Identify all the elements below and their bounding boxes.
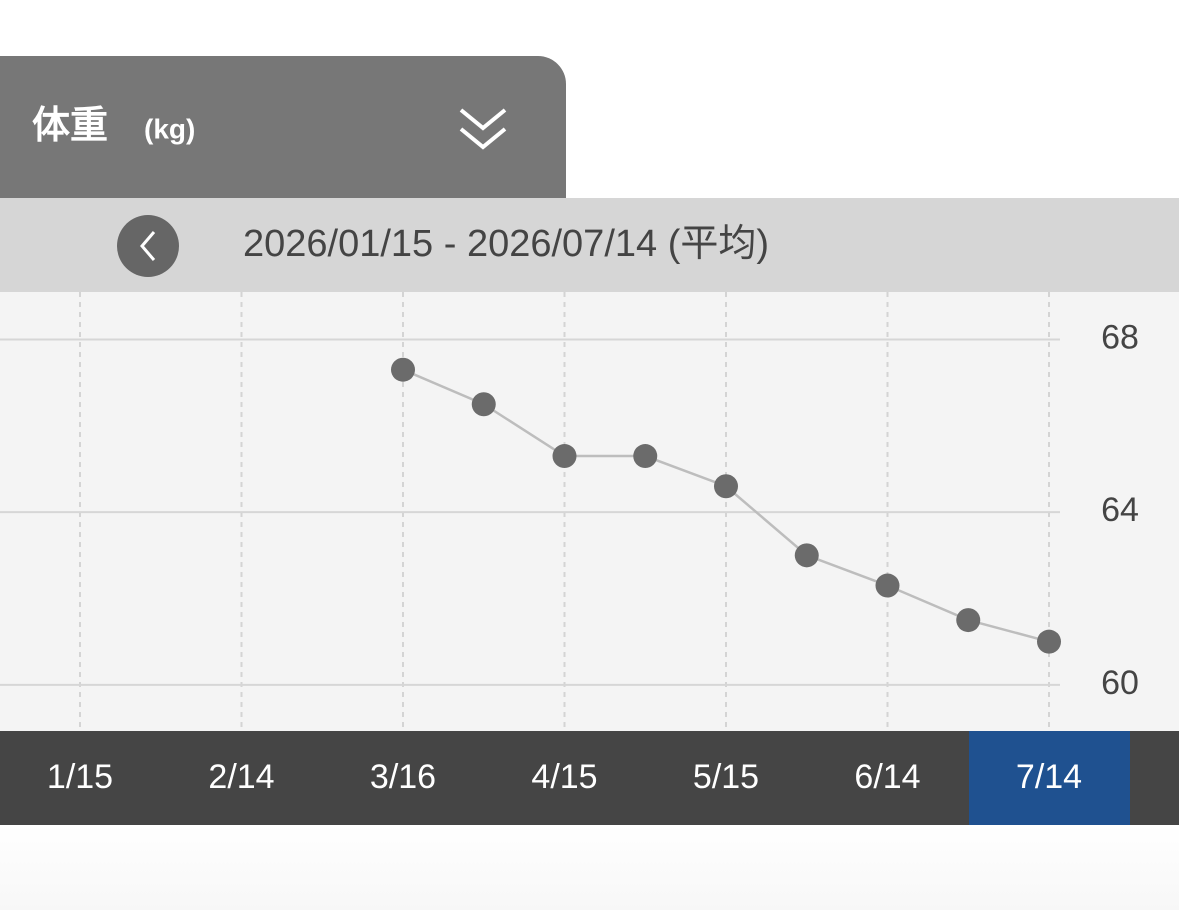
date-range: 2026/01/15 - 2026/07/14 (平均) — [243, 223, 769, 265]
data-point — [1037, 629, 1061, 654]
date-bar — [0, 198, 1179, 292]
header-title: 体重 — [32, 105, 108, 147]
y-tick-label: 60 — [1101, 664, 1139, 702]
x-tick-label[interactable]: 3/16 — [370, 758, 436, 796]
prev-button[interactable] — [117, 215, 179, 277]
data-point — [714, 474, 738, 499]
x-tick-label[interactable]: 2/14 — [208, 758, 274, 796]
x-tick-label[interactable]: 6/14 — [854, 758, 920, 796]
x-tick-label[interactable]: 1/15 — [47, 758, 113, 796]
x-tick-label[interactable]: 7/14 — [1016, 758, 1082, 796]
selected-highlight — [969, 731, 1130, 825]
data-point — [633, 444, 658, 469]
y-tick-label: 64 — [1101, 491, 1139, 529]
plot: 1/15 2/14 3/16 4/15 5/15 6/14 7/14 60 64 68 — [0, 292, 1139, 825]
data-point — [956, 608, 981, 633]
expand-icon[interactable] — [459, 108, 507, 150]
x-tick-label[interactable]: 4/15 — [531, 758, 597, 796]
prev-icon — [140, 231, 156, 261]
data-point — [552, 444, 577, 469]
data-point — [875, 573, 900, 598]
data-point — [391, 357, 415, 382]
data-point — [794, 543, 819, 568]
data-point — [471, 392, 496, 417]
x-tick-label[interactable]: 5/15 — [693, 758, 759, 796]
header-tab[interactable] — [0, 56, 566, 198]
footer-bg — [0, 825, 1179, 910]
header-unit: (kg) — [144, 113, 195, 144]
y-tick-label: 68 — [1101, 318, 1139, 356]
